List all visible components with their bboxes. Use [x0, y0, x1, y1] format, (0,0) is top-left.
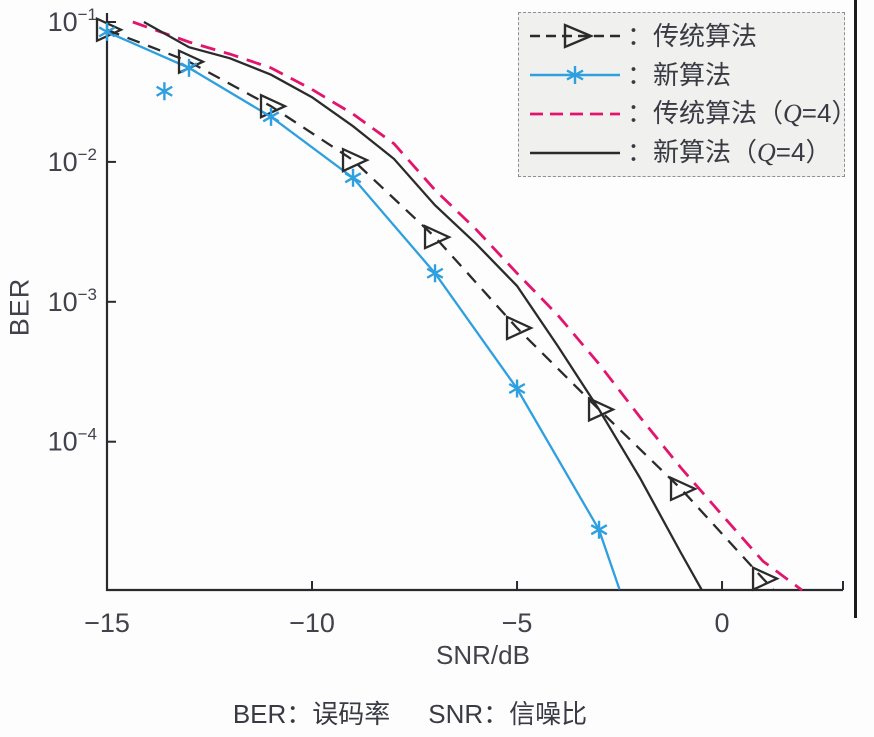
figure-caption: BER：误码率 SNR：信噪比 [130, 694, 690, 731]
legend-line-solid-asterisk-icon [530, 66, 620, 85]
legend-item-label: ：新算法 [627, 59, 732, 90]
svg-text:10−3: 10−3 [48, 285, 97, 317]
x-axis-label: SNR/dB [436, 640, 530, 670]
svg-text:10−2: 10−2 [48, 145, 97, 177]
svg-text:0: 0 [715, 608, 730, 638]
legend-box: ：传统算法 ：新算法 ：传统算法（Q=4） ：新算法（Q=4） [518, 12, 857, 177]
legend-item-label: ：传统算法 [627, 20, 758, 51]
svg-text:10−1: 10−1 [48, 5, 97, 37]
legend-item-traditional-q4: ：传统算法（Q=4） [527, 95, 857, 133]
caption-ber: BER：误码率 [232, 699, 391, 729]
svg-text:−5: −5 [502, 608, 533, 638]
page-border-rule [854, 0, 857, 618]
legend-item-label: ：传统算法（Q=4） [627, 98, 858, 129]
legend-item-label: ：新算法（Q=4） [627, 137, 832, 168]
legend-line-black-solid-icon [530, 151, 620, 154]
legend-line-dashed-triangle-icon [530, 23, 620, 50]
legend-item-new-q4: ：新算法（Q=4） [527, 134, 844, 172]
caption-snr: SNR：信噪比 [428, 699, 588, 729]
svg-text:−10: −10 [289, 608, 335, 638]
svg-text:−15: −15 [84, 608, 130, 638]
legend-line-magenta-dashed-icon [530, 112, 620, 116]
y-axis-label: BER [4, 277, 35, 337]
legend-item-traditional: ：传统算法 [527, 17, 844, 55]
svg-text:10−4: 10−4 [48, 425, 97, 457]
legend-item-new: ：新算法 [527, 56, 844, 94]
